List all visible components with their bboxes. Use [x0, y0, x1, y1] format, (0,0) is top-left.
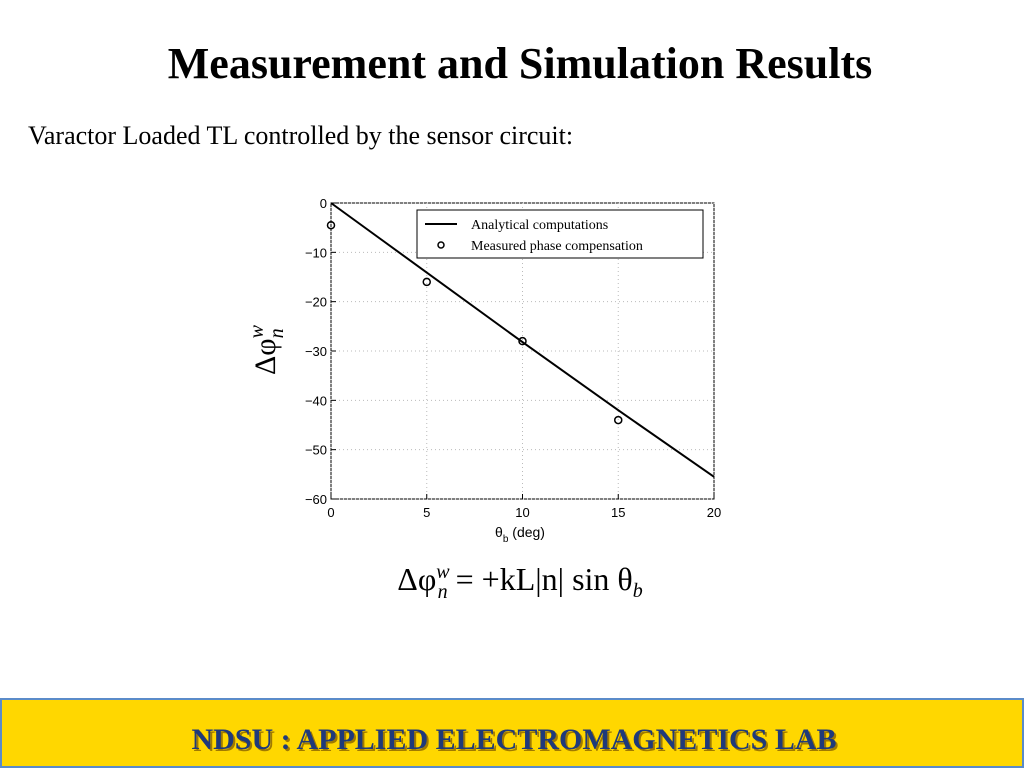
y-tick-label: −10 [305, 245, 327, 260]
legend-box [416, 209, 704, 259]
slide-title: Measurement and Simulation Results [168, 39, 872, 88]
legend-label: Measured phase compensation [471, 239, 643, 254]
footer-text: NDSU : APPLIED ELECTROMAGNETICS LAB [191, 723, 836, 756]
slide-subtitle: Varactor Loaded TL controlled by the sen… [28, 121, 573, 150]
chart: −60 −50 −40 −30 −20 −10 0 0 5 10 15 20 Analytical co… [305, 196, 721, 520]
y-label-sub: n [266, 328, 288, 338]
x-label-rest: (deg) [508, 524, 545, 540]
data-point [518, 336, 527, 346]
x-tick-label: 5 [423, 505, 430, 520]
equation: Δφw n = +kL|n| sin θb [397, 561, 643, 603]
eq-sup: w [436, 561, 450, 583]
y-label-base: Δφ [249, 338, 282, 375]
y-tick-label: −50 [305, 443, 327, 458]
y-tick-label: −30 [305, 344, 327, 359]
x-tick-label: 15 [611, 505, 625, 520]
eq-rhs: = +kL|n| sin θ [448, 561, 633, 597]
data-point [614, 415, 623, 425]
eq-lhs: Δφ [397, 561, 436, 597]
x-axis-label: θb (deg) [495, 524, 545, 545]
data-point [422, 277, 431, 287]
y-label-sup: w [246, 324, 268, 338]
legend-label: Analytical computations [471, 218, 608, 233]
footer-shadow: NDSU : APPLIED ELECTROMAGNETICS LAB [193, 725, 838, 758]
x-tick-label: 20 [707, 505, 721, 520]
footer-bar [0, 698, 1024, 768]
y-tick-label: −20 [305, 295, 327, 310]
x-tick-label: 0 [327, 505, 334, 520]
legend-swatch [437, 241, 445, 249]
x-label-base: θ [495, 524, 503, 540]
y-axis-label: Δφnw [246, 324, 288, 375]
eq-sub: n [438, 581, 448, 603]
x-label-sub: b [503, 534, 509, 545]
x-tick-label: 10 [515, 505, 529, 520]
data-point [326, 220, 336, 230]
series-line [330, 202, 715, 478]
y-tick-label: −60 [305, 492, 327, 507]
eq-rhs-sub: b [633, 580, 643, 602]
y-tick-label: −40 [305, 393, 327, 408]
y-tick-label: 0 [320, 196, 327, 211]
